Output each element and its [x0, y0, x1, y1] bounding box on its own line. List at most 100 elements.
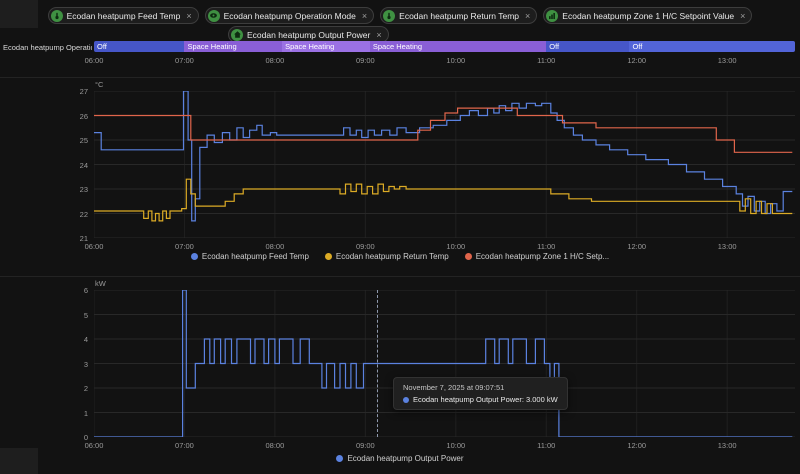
timeline-segment[interactable]: Off — [94, 41, 185, 52]
legend-label: Ecodan heatpump Feed Temp — [201, 252, 309, 261]
x-axis-label: 06:00 — [84, 242, 104, 251]
tooltip-timestamp: November 7, 2025 at 09:07:51 — [403, 383, 505, 392]
chip-label: Ecodan heatpump Output Power — [247, 29, 371, 40]
filter-chip[interactable]: Ecodan heatpump Return Temp × — [380, 7, 538, 24]
tooltip-series-dot — [403, 396, 409, 403]
power-axis-unit: kW — [95, 279, 106, 288]
x-axis-label: 11:00 — [537, 242, 556, 251]
y-axis-label: 5 — [83, 310, 88, 320]
home-icon — [231, 28, 243, 41]
timeline-time-label: 13:00 — [717, 56, 737, 65]
chip-label: Ecodan heatpump Operation Mode — [223, 10, 356, 21]
y-axis-label: 25 — [79, 136, 88, 145]
legend-label: Ecodan heatpump Output Power — [347, 454, 464, 463]
entity-filter-chips-row-1: Ecodan heatpump Feed Temp × Ecodan heatpum… — [0, 7, 800, 24]
close-icon[interactable]: × — [740, 10, 746, 21]
legend-item[interactable]: Ecodan heatpump Output Power — [336, 454, 464, 463]
x-axis-label: 12:00 — [627, 242, 647, 251]
filter-chip[interactable]: Ecodan heatpump Operation Mode × — [204, 7, 375, 24]
chart-tooltip: November 7, 2025 at 09:07:51 Ecodan heat… — [393, 377, 568, 410]
timeline-time-label: 11:00 — [537, 56, 556, 65]
close-icon[interactable]: × — [186, 10, 192, 21]
timeline-time-label: 12:00 — [627, 56, 647, 65]
y-axis-label: 0 — [83, 433, 88, 442]
y-axis-label: 3 — [83, 359, 88, 369]
timeline-time-label: 06:00 — [84, 56, 104, 65]
temperature-chart[interactable] — [94, 91, 795, 238]
legend-item[interactable]: Ecodan heatpump Return Temp — [324, 252, 449, 261]
series-line — [94, 290, 793, 437]
x-axis-label: 07:00 — [175, 242, 194, 251]
x-axis-label: 10:00 — [446, 441, 466, 450]
legend-dot-icon — [336, 455, 344, 462]
timeline-time-label: 07:00 — [175, 56, 194, 65]
timeline-segment-label: Space Heating — [372, 42, 423, 51]
x-axis-label: 11:00 — [537, 441, 556, 450]
tooltip-cursor-line — [377, 290, 379, 437]
close-icon[interactable]: × — [525, 10, 531, 21]
temp-axis-unit: °C — [95, 80, 104, 89]
x-axis-label: 06:00 — [84, 441, 104, 450]
x-axis-label: 12:00 — [627, 441, 647, 450]
power-chart[interactable] — [94, 290, 795, 437]
x-axis-label: 09:00 — [355, 441, 375, 450]
y-axis-label: 1 — [83, 408, 88, 418]
timeline-segment-label: Space Heating — [187, 42, 237, 51]
legend-label: Ecodan heatpump Zone 1 H/C Setp... — [475, 252, 610, 261]
legend-item[interactable]: Ecodan heatpump Zone 1 H/C Setp... — [464, 252, 610, 261]
legend-dot-icon — [190, 253, 198, 260]
y-axis-label: 21 — [79, 234, 88, 243]
timeline-segment-label: Off — [549, 42, 560, 51]
timeline-time-label: 08:00 — [265, 56, 285, 65]
y-axis-label: 27 — [79, 87, 88, 96]
x-axis-label: 07:00 — [175, 441, 194, 450]
ui-corner-top-left — [0, 0, 38, 28]
legend-dot-icon — [464, 253, 472, 260]
y-axis-label: 2 — [83, 384, 88, 393]
x-axis-label: 10:00 — [446, 242, 466, 251]
chip-label: Ecodan heatpump Zone 1 H/C Setpoint Valu… — [562, 10, 735, 21]
close-icon[interactable]: × — [376, 29, 382, 40]
section-divider — [0, 77, 800, 78]
timeline-segment-label: Off — [632, 42, 643, 51]
x-axis-label: 08:00 — [265, 242, 285, 251]
series-line — [94, 178, 793, 222]
y-axis-label: 23 — [79, 185, 88, 194]
y-axis-label: 4 — [83, 335, 88, 344]
timeline-time-label: 10:00 — [446, 56, 466, 65]
timeline-time-label: 09:00 — [355, 56, 375, 65]
timeline-segment-label: Space Heating — [285, 42, 335, 51]
y-axis-label: 6 — [83, 286, 88, 295]
timeline-segment[interactable]: Space Heating — [282, 41, 370, 52]
chart-icon — [546, 9, 559, 22]
thermometer-icon — [50, 9, 63, 22]
legend-dot-icon — [324, 253, 332, 260]
y-axis-label: 26 — [79, 111, 88, 121]
timeline-entity-label: Ecodan heatpump Operation Mo... — [3, 43, 92, 52]
operation-mode-timeline[interactable]: Off Space Heating Space Heating Space Heati… — [94, 41, 795, 52]
x-axis-label: 09:00 — [355, 242, 375, 251]
timeline-segment[interactable]: Off — [546, 41, 630, 52]
close-icon[interactable]: × — [361, 10, 368, 21]
eye-icon — [207, 9, 220, 22]
tooltip-value: Ecodan heatpump Output Power: 3.000 kW — [413, 395, 558, 404]
power-chart-legend: Ecodan heatpump Output Power — [0, 454, 800, 463]
filter-chip[interactable]: Ecodan heatpump Zone 1 H/C Setpoint Valu… — [543, 7, 753, 24]
y-axis-label: 24 — [79, 160, 88, 170]
thermometer-icon — [383, 9, 396, 22]
legend-item[interactable]: Ecodan heatpump Feed Temp — [190, 252, 309, 261]
section-divider — [0, 276, 800, 277]
timeline-segment[interactable]: Space Heating — [184, 41, 283, 52]
filter-chip[interactable]: Ecodan heatpump Feed Temp × — [47, 7, 199, 24]
chip-label: Ecodan heatpump Return Temp — [399, 10, 520, 21]
legend-label: Ecodan heatpump Return Temp — [335, 252, 449, 261]
timeline-segment[interactable]: Off — [629, 41, 795, 52]
ui-corner-bottom-left — [0, 448, 38, 474]
timeline-segment[interactable]: Space Heating — [369, 41, 547, 52]
timeline-segment-label: Off — [97, 42, 107, 51]
x-axis-label: 13:00 — [717, 242, 737, 251]
y-axis-label: 22 — [79, 209, 88, 219]
x-axis-label: 08:00 — [265, 441, 285, 450]
chip-label: Ecodan heatpump Feed Temp — [66, 10, 181, 21]
